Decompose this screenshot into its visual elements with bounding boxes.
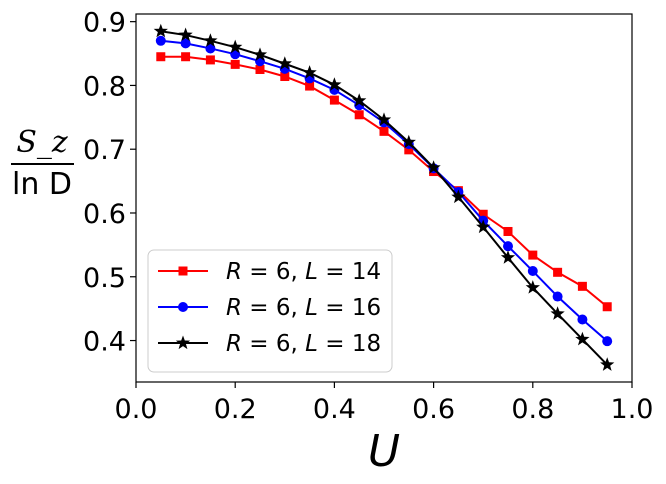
data-point [228,39,243,54]
x-axis-label: U [368,426,400,477]
data-point [426,160,441,174]
legend-box [147,249,393,373]
data-point [302,65,317,79]
data-point [525,280,540,294]
data-point [153,23,168,38]
x-tick-label: 0.0 [115,394,158,425]
data-point [503,241,513,252]
data-point [255,64,265,74]
data-point [205,55,215,65]
legend-marker [178,302,188,312]
data-point [451,189,466,204]
data-point [404,145,414,155]
y-axis-ticks: 0.4 0.5 0.6 0.7 0.8 0.9 [83,8,136,358]
data-point [277,56,292,70]
data-point [230,59,240,69]
data-point [602,302,612,312]
legend-marker [175,335,191,350]
data-point [352,93,367,107]
data-point [575,331,590,346]
data-point [577,314,588,325]
data-point [252,47,268,61]
legend-label: R = 6, L = 14 [226,259,381,285]
data-point [528,250,538,260]
legend-label: R = 6, L = 16 [226,295,381,321]
y-tick-label: 0.5 [83,263,126,294]
data-point [401,134,416,149]
legend-label: R = 6, L = 18 [226,331,381,357]
data-point [327,77,342,91]
y-axis-label-numerator: S_z [16,125,68,160]
y-tick-label: 0.8 [83,71,126,102]
data-point [478,209,488,219]
data-point [305,81,315,91]
legend-entry-3: R = 6, L = 18 [158,331,381,357]
legend-marker [178,266,188,276]
data-point [577,281,587,291]
x-tick-label: 0.4 [313,394,356,425]
data-point [550,306,565,320]
y-tick-label: 0.9 [83,8,126,39]
x-tick-label: 1.0 [611,394,654,425]
data-point [527,266,538,277]
x-tick-label: 0.6 [412,394,455,425]
series-3 [153,23,615,371]
y-axis-label-denominator: ln D [12,167,72,202]
data-point [553,267,563,277]
data-point [180,38,191,49]
data-point [280,72,290,82]
y-axis-label: S_z ln D [11,125,74,202]
data-point [205,43,216,54]
data-point [500,250,516,264]
data-point [379,126,389,136]
data-point [600,357,615,371]
y-tick-label: 0.7 [83,135,126,166]
data-point [155,35,166,46]
data-point [503,226,513,236]
data-point [203,33,218,47]
data-point [552,291,563,302]
data-point [476,219,491,234]
y-tick-label: 0.4 [83,327,126,358]
data-point [329,95,339,105]
data-point [178,27,193,42]
legend: R = 6, L = 14 R = 6, L = 16 R = 6, L = 18 [147,249,393,373]
x-axis-ticks: 0.0 0.2 0.4 0.6 0.8 1.0 [115,382,654,425]
y-tick-label: 0.6 [83,199,126,230]
x-tick-label: 0.8 [511,394,554,425]
plot-frame [135,13,633,383]
data-point [602,336,613,347]
data-point [181,52,191,62]
data-point [354,110,364,120]
series-layer [153,23,615,371]
data-point [156,52,166,62]
x-tick-label: 0.2 [214,394,257,425]
legend-entry-1: R = 6, L = 14 [158,259,381,285]
legend-entry-2: R = 6, L = 16 [158,295,381,321]
data-point [376,112,392,126]
